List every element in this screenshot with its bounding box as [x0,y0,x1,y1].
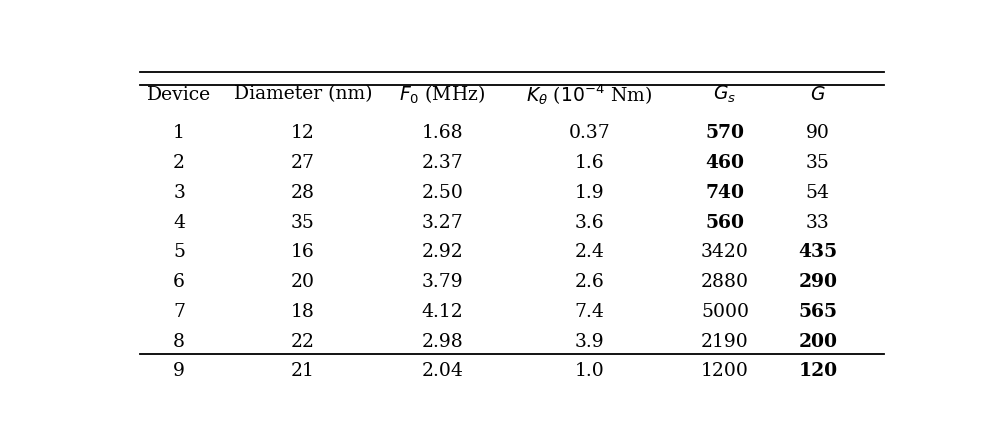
Text: $K_{\theta}$ ($10^{-4}$ Nm): $K_{\theta}$ ($10^{-4}$ Nm) [526,82,652,107]
Text: 35: 35 [291,214,315,232]
Text: 3.79: 3.79 [422,273,464,291]
Text: 570: 570 [705,124,744,143]
Text: 20: 20 [291,273,315,291]
Text: 0.37: 0.37 [568,124,610,143]
Text: 6: 6 [173,273,185,291]
Text: 5000: 5000 [701,303,749,321]
Text: 90: 90 [806,124,830,143]
Text: $G_s$: $G_s$ [713,84,736,105]
Text: 22: 22 [291,333,315,351]
Text: 1: 1 [173,124,185,143]
Text: 1.6: 1.6 [574,154,604,172]
Text: 4: 4 [173,214,185,232]
Text: 560: 560 [705,214,744,232]
Text: 2.04: 2.04 [422,362,464,380]
Text: 35: 35 [806,154,830,172]
Text: $F_0$ (MHz): $F_0$ (MHz) [400,84,486,106]
Text: 290: 290 [798,273,837,291]
Text: Diameter (nm): Diameter (nm) [234,86,373,103]
Text: 200: 200 [798,333,837,351]
Text: 2880: 2880 [701,273,749,291]
Text: 7: 7 [173,303,185,321]
Text: 1.68: 1.68 [422,124,464,143]
Text: 54: 54 [806,184,830,202]
Text: 3420: 3420 [701,243,749,261]
Text: 21: 21 [291,362,315,380]
Text: 16: 16 [291,243,315,261]
Text: 7.4: 7.4 [574,303,604,321]
Text: 8: 8 [173,333,185,351]
Text: 565: 565 [798,303,837,321]
Text: 33: 33 [806,214,830,232]
Text: 3: 3 [173,184,185,202]
Text: 2.6: 2.6 [574,273,604,291]
Text: 1.0: 1.0 [574,362,604,380]
Text: 2: 2 [173,154,185,172]
Text: 5: 5 [173,243,185,261]
Text: 18: 18 [291,303,315,321]
Text: $G$: $G$ [810,86,825,103]
Text: 12: 12 [291,124,315,143]
Text: 460: 460 [705,154,744,172]
Text: 2.98: 2.98 [422,333,464,351]
Text: 1200: 1200 [701,362,749,380]
Text: 27: 27 [291,154,315,172]
Text: 9: 9 [173,362,185,380]
Text: Device: Device [147,86,211,103]
Text: 1.9: 1.9 [574,184,604,202]
Text: 3.9: 3.9 [574,333,604,351]
Text: 435: 435 [798,243,837,261]
Text: 2190: 2190 [701,333,749,351]
Text: 2.50: 2.50 [422,184,464,202]
Text: 740: 740 [705,184,744,202]
Text: 28: 28 [291,184,315,202]
Text: 3.6: 3.6 [574,214,604,232]
Text: 3.27: 3.27 [422,214,464,232]
Text: 2.37: 2.37 [422,154,464,172]
Text: 2.92: 2.92 [422,243,464,261]
Text: 4.12: 4.12 [422,303,464,321]
Text: 120: 120 [798,362,837,380]
Text: 2.4: 2.4 [574,243,604,261]
